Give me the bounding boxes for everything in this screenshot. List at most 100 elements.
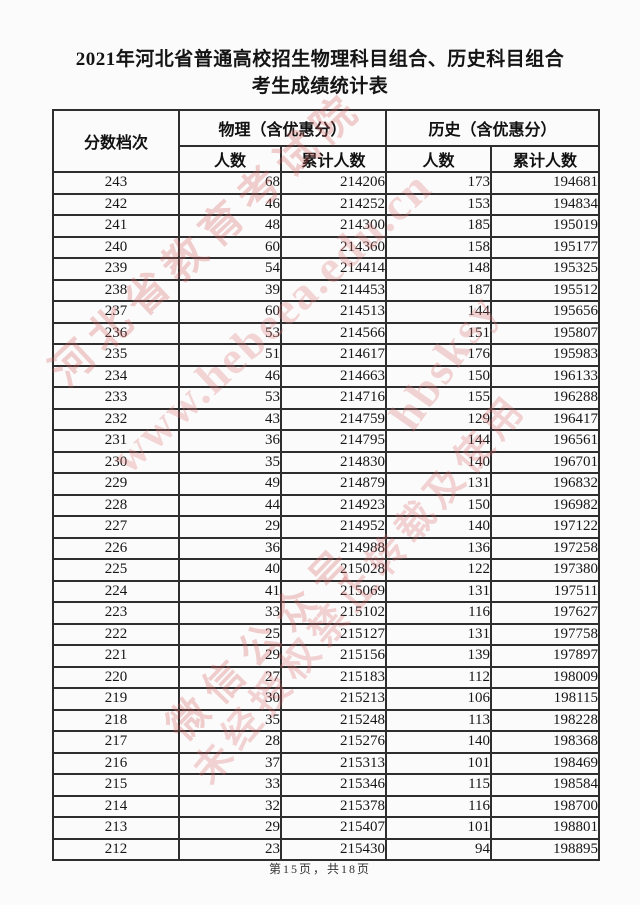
history-count-cell: 150 [385, 493, 493, 517]
physics-count-cell: 29 [178, 816, 282, 840]
history-count-cell: 122 [385, 558, 493, 582]
header-history-cumulative: 累计人数 [490, 145, 601, 173]
score-cell: 219 [52, 687, 180, 711]
table-row: 242 46 214252 153 194834 [52, 192, 601, 216]
score-cell: 231 [52, 429, 180, 453]
score-cell: 222 [52, 622, 180, 646]
history-cumulative-cell: 195512 [490, 278, 601, 302]
history-cumulative-cell: 195983 [490, 343, 601, 367]
table-row: 216 37 215313 101 198469 [52, 751, 601, 775]
physics-count-cell: 48 [178, 214, 282, 238]
physics-count-cell: 53 [178, 321, 282, 345]
score-cell: 213 [52, 816, 180, 840]
physics-cumulative-cell: 214988 [279, 536, 388, 560]
table-row: 220 27 215183 112 198009 [52, 665, 601, 689]
physics-cumulative-cell: 215127 [279, 622, 388, 646]
physics-cumulative-cell: 214453 [279, 278, 388, 302]
score-cell: 237 [52, 300, 180, 324]
score-cell: 243 [52, 171, 180, 195]
history-count-cell: 129 [385, 407, 493, 431]
history-cumulative-cell: 198115 [490, 687, 601, 711]
physics-cumulative-cell: 214414 [279, 257, 388, 281]
score-cell: 230 [52, 450, 180, 474]
history-cumulative-cell: 195177 [490, 235, 601, 259]
physics-cumulative-cell: 214252 [279, 192, 388, 216]
score-cell: 227 [52, 515, 180, 539]
history-cumulative-cell: 196832 [490, 472, 601, 496]
history-cumulative-cell: 197627 [490, 601, 601, 625]
history-cumulative-cell: 196982 [490, 493, 601, 517]
table-row: 237 60 214513 144 195656 [52, 300, 601, 324]
table-row: 232 43 214759 129 196417 [52, 407, 601, 431]
history-cumulative-cell: 198469 [490, 751, 601, 775]
score-cell: 224 [52, 579, 180, 603]
history-cumulative-cell: 198009 [490, 665, 601, 689]
history-cumulative-cell: 197511 [490, 579, 601, 603]
physics-count-cell: 53 [178, 386, 282, 410]
score-statistics-table: 分数档次 物理（含优惠分） 历史（含优惠分） 人数 累计人数 人数 累计人数 2… [52, 109, 601, 861]
history-cumulative-cell: 196133 [490, 364, 601, 388]
score-cell: 233 [52, 386, 180, 410]
physics-count-cell: 35 [178, 450, 282, 474]
score-cell: 228 [52, 493, 180, 517]
physics-cumulative-cell: 215276 [279, 730, 388, 754]
physics-cumulative-cell: 215069 [279, 579, 388, 603]
table-row: 229 49 214879 131 196832 [52, 472, 601, 496]
physics-cumulative-cell: 215313 [279, 751, 388, 775]
header-row-sub: 人数 累计人数 人数 累计人数 [53, 145, 601, 173]
history-cumulative-cell: 195656 [490, 300, 601, 324]
physics-cumulative-cell: 215378 [279, 794, 388, 818]
table-row: 235 51 214617 176 195983 [52, 343, 601, 367]
history-count-cell: 155 [385, 386, 493, 410]
history-cumulative-cell: 197380 [490, 558, 601, 582]
physics-cumulative-cell: 214360 [279, 235, 388, 259]
history-count-cell: 153 [385, 192, 493, 216]
history-count-cell: 116 [385, 794, 493, 818]
history-count-cell: 185 [385, 214, 493, 238]
history-count-cell: 131 [385, 579, 493, 603]
score-cell: 223 [52, 601, 180, 625]
history-cumulative-cell: 197258 [490, 536, 601, 560]
history-cumulative-cell: 196288 [490, 386, 601, 410]
physics-cumulative-cell: 214759 [279, 407, 388, 431]
physics-cumulative-cell: 215183 [279, 665, 388, 689]
header-history-group: 历史（含优惠分） [385, 109, 601, 147]
physics-cumulative-cell: 214716 [279, 386, 388, 410]
physics-count-cell: 60 [178, 235, 282, 259]
history-cumulative-cell: 194681 [490, 171, 601, 195]
score-cell: 214 [52, 794, 180, 818]
table-row: 224 41 215069 131 197511 [52, 579, 601, 603]
score-cell: 218 [52, 708, 180, 732]
history-cumulative-cell: 196701 [490, 450, 601, 474]
physics-count-cell: 54 [178, 257, 282, 281]
header-history-count: 人数 [385, 145, 493, 173]
table-row: 241 48 214300 185 195019 [52, 214, 601, 238]
history-cumulative-cell: 195807 [490, 321, 601, 345]
score-cell: 236 [52, 321, 180, 345]
physics-cumulative-cell: 215102 [279, 601, 388, 625]
physics-cumulative-cell: 214617 [279, 343, 388, 367]
score-cell: 238 [52, 278, 180, 302]
physics-cumulative-cell: 214513 [279, 300, 388, 324]
history-cumulative-cell: 196561 [490, 429, 601, 453]
history-cumulative-cell: 198895 [490, 837, 601, 861]
history-cumulative-cell: 198368 [490, 730, 601, 754]
physics-count-cell: 37 [178, 751, 282, 775]
history-count-cell: 173 [385, 171, 493, 195]
score-cell: 242 [52, 192, 180, 216]
table-row: 228 44 214923 150 196982 [52, 493, 601, 517]
physics-cumulative-cell: 214795 [279, 429, 388, 453]
history-count-cell: 131 [385, 472, 493, 496]
score-cell: 234 [52, 364, 180, 388]
physics-count-cell: 28 [178, 730, 282, 754]
table-row: 225 40 215028 122 197380 [52, 558, 601, 582]
table-row: 239 54 214414 148 195325 [52, 257, 601, 281]
physics-cumulative-cell: 215213 [279, 687, 388, 711]
physics-cumulative-cell: 214206 [279, 171, 388, 195]
history-cumulative-cell: 198700 [490, 794, 601, 818]
physics-count-cell: 41 [178, 579, 282, 603]
physics-cumulative-cell: 214879 [279, 472, 388, 496]
history-count-cell: 151 [385, 321, 493, 345]
physics-cumulative-cell: 215156 [279, 644, 388, 668]
